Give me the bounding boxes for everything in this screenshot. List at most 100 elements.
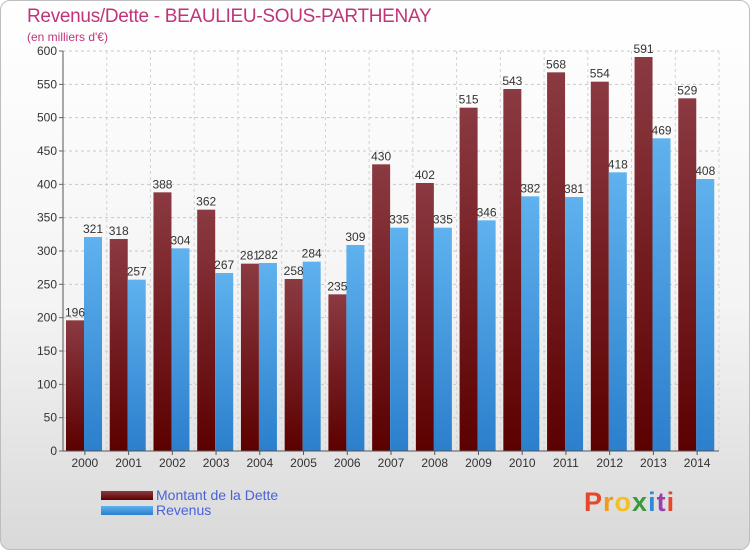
label-dette-2004: 281 xyxy=(240,249,260,263)
x-tick-label-2011: 2011 xyxy=(553,456,579,470)
y-tick-label: 500 xyxy=(37,111,57,125)
label-revenus-2002: 304 xyxy=(170,233,190,247)
legend-item-revenus: Revenus xyxy=(101,502,211,518)
bar-dette-2010 xyxy=(503,89,522,451)
y-tick-label: 400 xyxy=(37,177,57,191)
label-dette-2001: 318 xyxy=(109,224,129,238)
label-dette-2006: 235 xyxy=(327,279,347,293)
logo-letter: r xyxy=(603,487,615,517)
bar-revenus-2009 xyxy=(477,220,496,451)
bar-revenus-2013 xyxy=(652,138,671,452)
y-tick-label: 0 xyxy=(50,444,57,458)
label-revenus-2010: 382 xyxy=(520,181,540,195)
bar-revenus-2007 xyxy=(390,227,409,451)
legend-label-dette: Montant de la Dette xyxy=(156,487,279,503)
x-tick-label-2007: 2007 xyxy=(378,456,405,470)
bar-dette-2003 xyxy=(197,209,216,451)
logo-letter: P xyxy=(584,487,604,517)
bar-dette-2001 xyxy=(109,239,128,451)
y-tick-label: 100 xyxy=(37,377,57,391)
y-tick-label: 350 xyxy=(37,211,57,225)
label-revenus-2011: 381 xyxy=(564,182,584,196)
y-tick-label: 300 xyxy=(37,244,57,258)
bar-revenus-2014 xyxy=(696,179,715,451)
x-tick-label-2001: 2001 xyxy=(115,456,142,470)
label-revenus-2014: 408 xyxy=(695,164,715,178)
label-dette-2000: 196 xyxy=(65,305,85,319)
label-revenus-2001: 257 xyxy=(127,265,147,279)
bar-dette-2008 xyxy=(415,183,434,451)
bar-revenus-2001 xyxy=(127,279,146,451)
label-dette-2010: 543 xyxy=(502,74,522,88)
axes: 0 50 100 150 200 250 300 350 400 450 500 550 600 2000… xyxy=(37,44,719,470)
bar-dette-2006 xyxy=(328,294,347,451)
logo-letter: i xyxy=(666,487,676,517)
bar-dette-2014 xyxy=(678,98,697,451)
y-tick-label: 250 xyxy=(37,277,57,291)
bar-dette-2013 xyxy=(634,57,653,451)
legend-swatch-dette xyxy=(101,490,153,500)
x-tick-label-2013: 2013 xyxy=(640,456,667,470)
x-tick-label-2003: 2003 xyxy=(203,456,230,470)
x-tick-label-2004: 2004 xyxy=(246,456,273,470)
proxiti-logo: Proxiti xyxy=(584,487,675,518)
bar-dette-2005 xyxy=(284,279,303,451)
chart-title: Revenus/Dette - BEAULIEU-SOUS-PARTHENAY xyxy=(27,6,432,27)
bar-revenus-2011 xyxy=(565,197,584,451)
label-revenus-2012: 418 xyxy=(608,157,628,171)
x-tick-label-2008: 2008 xyxy=(421,456,448,470)
legend-item-dette: Montant de la Dette xyxy=(101,487,278,503)
x-tick-label-2002: 2002 xyxy=(159,456,186,470)
label-dette-2012: 554 xyxy=(590,67,610,81)
bar-dette-2002 xyxy=(153,192,172,452)
label-dette-2013: 591 xyxy=(634,42,654,56)
y-tick-label: 450 xyxy=(37,144,57,158)
x-tick-label-2000: 2000 xyxy=(72,456,99,470)
label-dette-2008: 402 xyxy=(415,168,435,182)
legend-swatch-revenus xyxy=(101,505,153,515)
bar-revenus-2005 xyxy=(302,261,321,451)
x-tick-label-2006: 2006 xyxy=(334,456,361,470)
bar-revenus-2010 xyxy=(521,196,540,451)
label-revenus-2005: 284 xyxy=(302,247,322,261)
label-dette-2003: 362 xyxy=(196,195,216,209)
logo-letter: i xyxy=(648,487,657,517)
bar-revenus-2000 xyxy=(84,237,102,451)
bar-dette-2011 xyxy=(547,72,566,451)
label-revenus-2000: 321 xyxy=(83,222,103,236)
label-revenus-2003: 267 xyxy=(214,258,234,272)
label-revenus-2004: 282 xyxy=(258,248,278,262)
label-dette-2005: 258 xyxy=(284,264,304,278)
logo-letter: o xyxy=(614,487,633,517)
chart-subtitle: (en milliers d'€) xyxy=(27,30,108,44)
bar-dette-2007 xyxy=(372,164,391,452)
x-tick-label-2009: 2009 xyxy=(465,456,492,470)
label-dette-2009: 515 xyxy=(459,93,479,107)
logo-letter: x xyxy=(632,487,649,517)
label-revenus-2008: 335 xyxy=(433,213,453,227)
bar-dette-2004 xyxy=(240,263,259,451)
bar-revenus-2002 xyxy=(171,248,190,451)
bar-revenus-2012 xyxy=(608,172,627,452)
label-dette-2002: 388 xyxy=(152,177,172,191)
bar-revenus-2003 xyxy=(215,273,234,451)
label-revenus-2013: 469 xyxy=(652,123,672,137)
label-revenus-2009: 346 xyxy=(477,205,497,219)
x-tick-label-2010: 2010 xyxy=(509,456,536,470)
label-dette-2014: 529 xyxy=(677,83,697,97)
x-tick-label-2005: 2005 xyxy=(290,456,317,470)
label-dette-2011: 568 xyxy=(546,57,566,71)
x-tick-label-2012: 2012 xyxy=(596,456,623,470)
bar-revenus-2006 xyxy=(346,245,365,451)
label-dette-2007: 430 xyxy=(371,149,391,163)
x-tick-label-2014: 2014 xyxy=(684,456,711,470)
logo-letter: t xyxy=(656,487,667,517)
label-revenus-2007: 335 xyxy=(389,213,409,227)
label-revenus-2006: 309 xyxy=(345,230,365,244)
y-tick-label: 150 xyxy=(37,344,57,358)
bars xyxy=(66,57,715,452)
y-tick-label: 550 xyxy=(37,77,57,91)
